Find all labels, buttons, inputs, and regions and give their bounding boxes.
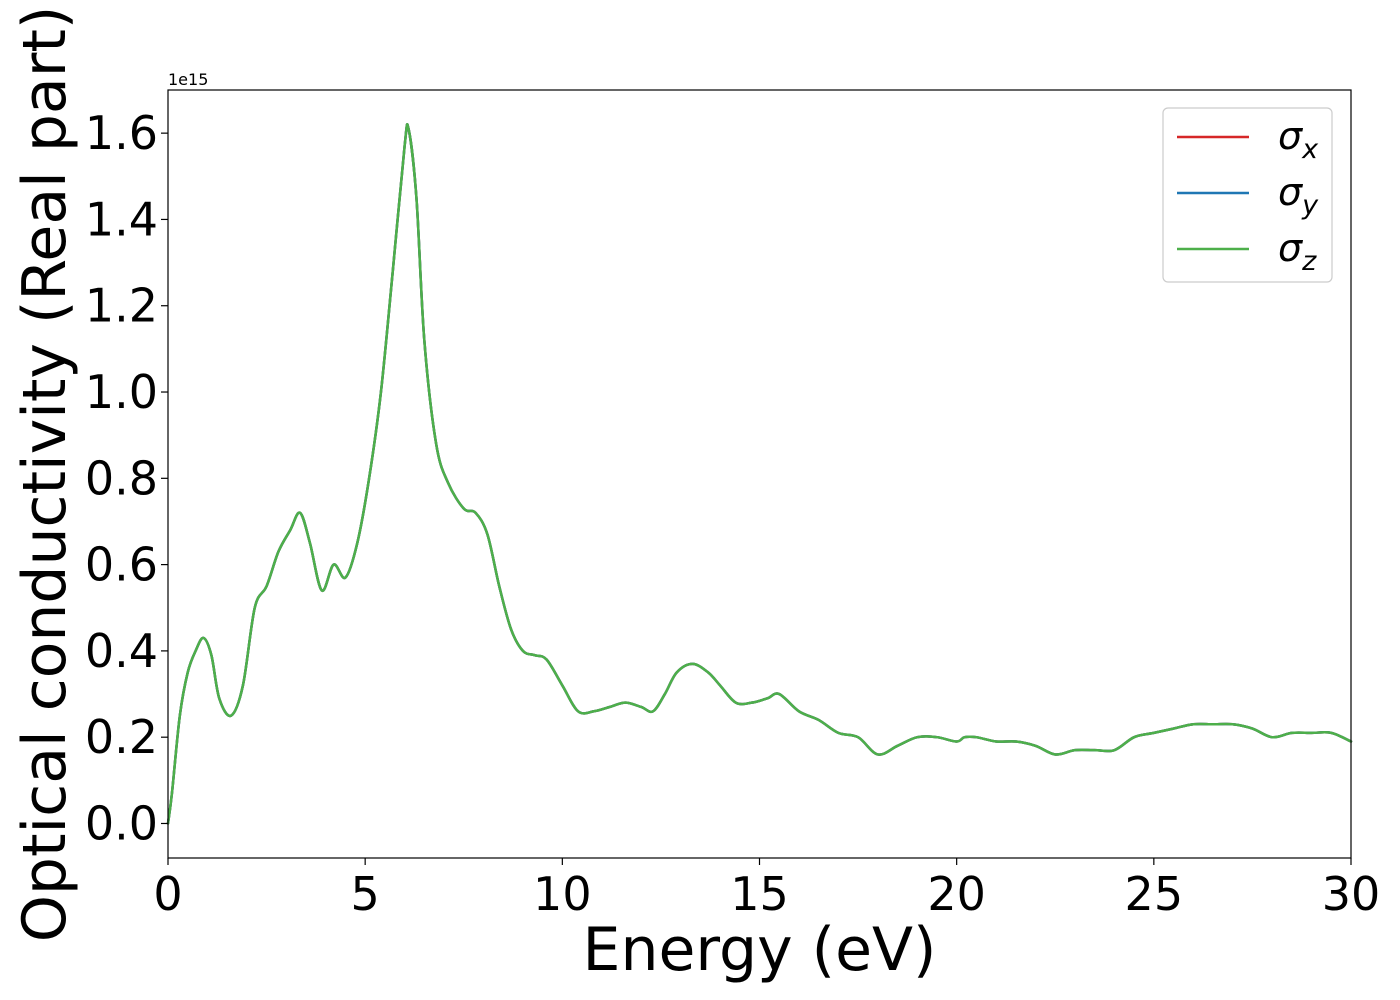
y-tick-label: 0.8 [85,451,158,505]
y-tick-label: 0.0 [85,796,158,850]
x-axis: 0 5 10 15 20 25 30 [153,858,1380,921]
y-tick-label: 1.6 [85,106,158,160]
y-tick-label: 0.4 [85,624,158,678]
y-tick-label: 1.4 [85,192,158,246]
x-tick-label: 20 [927,867,986,921]
x-tick-label: 25 [1125,867,1184,921]
y-tick-label: 0.2 [85,710,158,764]
x-tick-label: 5 [351,867,380,921]
y-tick-label: 0.6 [85,538,158,592]
series-line-z [166,122,1353,825]
x-tick-label: 10 [533,867,592,921]
y-axis-label: Optical conductivity (Real part) [10,6,80,943]
series-layer [166,122,1353,825]
y-offset-label: 1e15 [168,70,208,89]
x-tick-label: 15 [730,867,789,921]
y-tick-label: 1.0 [85,365,158,419]
y-tick-label: 1.2 [85,279,158,333]
x-tick-label: 0 [153,867,182,921]
x-axis-label: Energy (eV) [583,915,937,985]
y-axis: 0.0 0.2 0.4 0.6 0.8 1.0 1.2 1.4 1.6 [85,106,168,850]
legend-box [1162,107,1333,283]
x-tick-label: 30 [1322,867,1381,921]
